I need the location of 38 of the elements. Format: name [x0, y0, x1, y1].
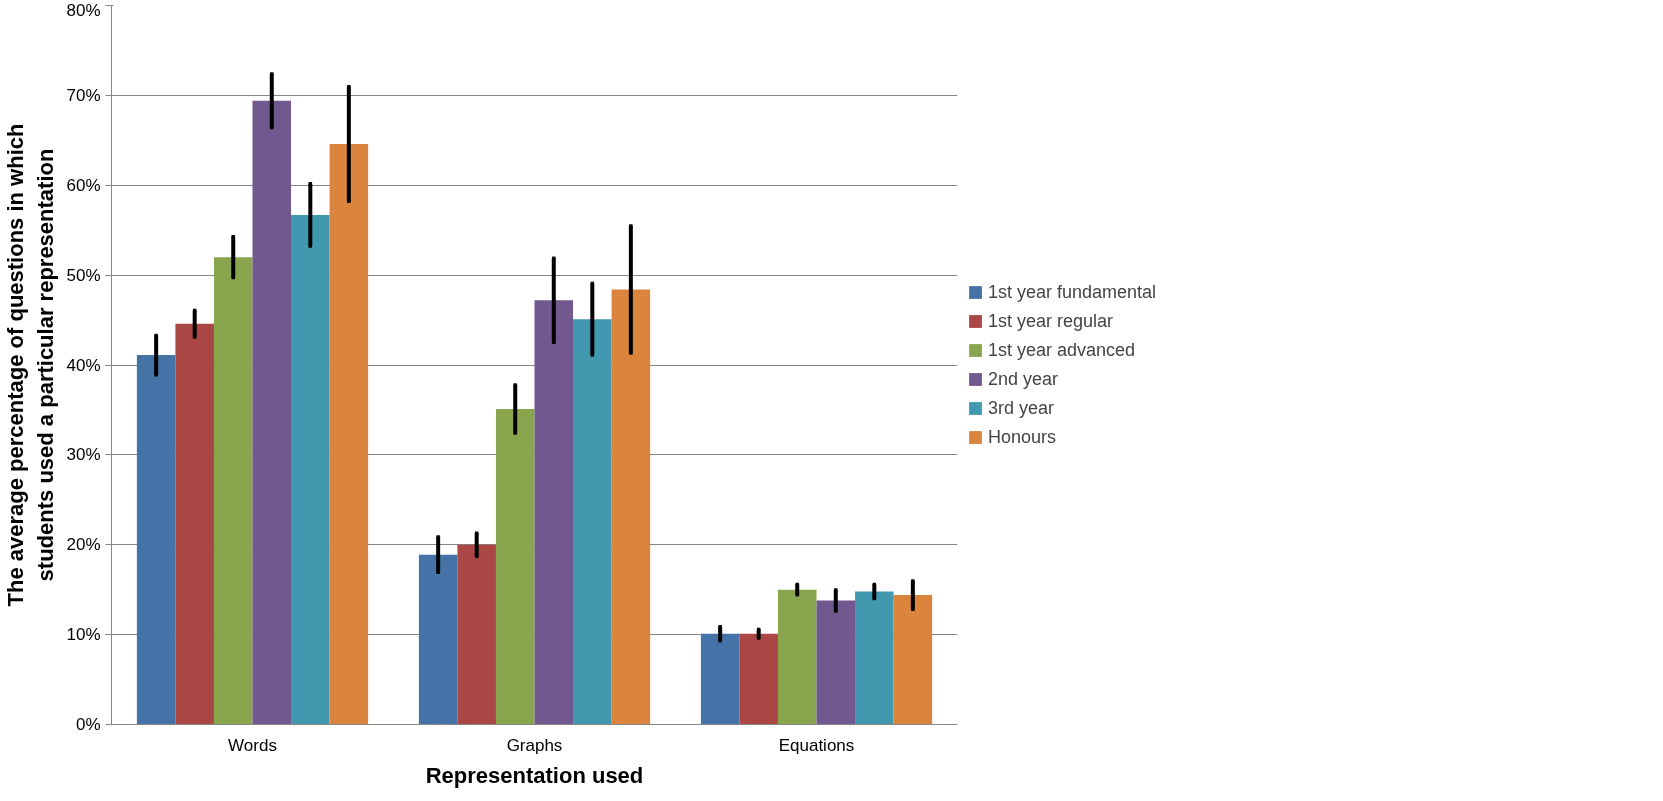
- y-tick-label: 10%: [66, 625, 101, 645]
- y-tick-label: 70%: [66, 85, 101, 105]
- bar: [777, 589, 817, 725]
- x-tick-label: Equations: [778, 735, 855, 755]
- y-tick-label: 30%: [66, 445, 101, 465]
- y-tick-label: 80%: [66, 0, 101, 20]
- bar: [573, 319, 612, 725]
- bar: [611, 289, 651, 725]
- bar: [213, 257, 253, 725]
- y-axis-title: The average percentage of questions in which students used a particular representation: [3, 123, 59, 607]
- bar: [418, 554, 458, 725]
- y-tick-label: 50%: [66, 265, 101, 285]
- y-tick-label: 0%: [75, 715, 101, 734]
- x-axis-title: Representation used: [425, 762, 644, 788]
- bar: [136, 355, 176, 725]
- bar: [893, 595, 933, 725]
- x-tick-label: Words: [228, 735, 277, 755]
- bar: [855, 591, 894, 725]
- bar: [816, 600, 856, 725]
- legend-label: 1st year regular: [988, 310, 1114, 332]
- y-tick-label: 20%: [66, 535, 101, 555]
- legend-label: 1st year fundamental: [988, 281, 1157, 303]
- bar: [329, 143, 369, 725]
- bar: [739, 633, 778, 725]
- bar: [495, 409, 535, 725]
- legend-label: Honours: [988, 426, 1057, 448]
- bar: [534, 300, 574, 725]
- bar: [457, 544, 496, 725]
- legend-label: 2nd year: [988, 368, 1059, 390]
- bar: [700, 633, 740, 725]
- y-tick-label: 40%: [66, 355, 101, 375]
- bar: [175, 323, 214, 725]
- x-tick-label: Graphs: [506, 735, 563, 755]
- y-tick-label: 60%: [66, 175, 101, 195]
- legend-label: 1st year advanced: [988, 339, 1136, 361]
- bar: [291, 214, 330, 725]
- bar: [252, 100, 292, 725]
- legend-label: 3rd year: [988, 397, 1055, 419]
